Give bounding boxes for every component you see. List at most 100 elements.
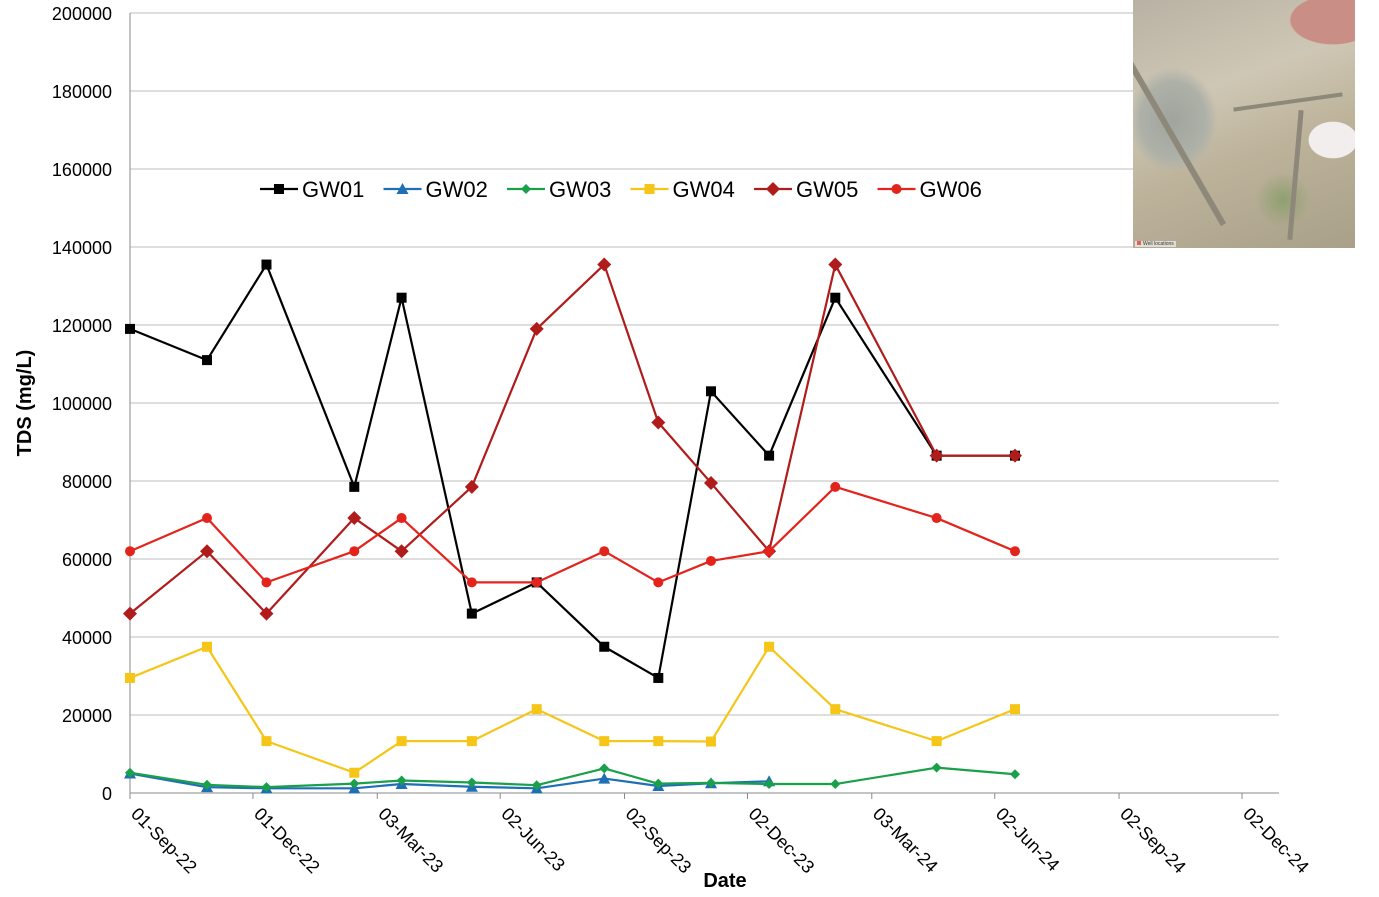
legend-label: GW04 [673, 177, 735, 202]
data-point [653, 577, 664, 588]
y-tick-label: 160000 [52, 160, 112, 180]
data-point [349, 778, 360, 789]
data-point [466, 777, 477, 788]
y-tick-label: 100000 [52, 394, 112, 414]
data-point [830, 292, 841, 303]
legend-item-gw01: GW01 [260, 177, 364, 202]
data-point [705, 555, 716, 566]
data-point [830, 704, 841, 715]
data-point [466, 736, 477, 747]
x-tick-label: 02-Dec-24 [1239, 804, 1313, 878]
data-point [651, 415, 666, 430]
data-point [931, 736, 942, 747]
data-point [764, 641, 775, 652]
data-point [705, 736, 716, 747]
y-tick-label: 60000 [62, 550, 112, 570]
x-tick-label: 01-Dec-22 [250, 804, 324, 878]
data-point [394, 544, 409, 559]
y-axis: 0 20000 40000 60000 80000 100000 120000 140000 1… [52, 4, 131, 804]
legend-label: GW02 [426, 177, 488, 202]
data-point [125, 672, 135, 683]
data-point [200, 544, 215, 559]
legend-swatch-marker [644, 184, 655, 194]
data-point [347, 511, 362, 526]
data-point [261, 782, 272, 793]
data-point [653, 778, 664, 789]
series-gw06 [125, 481, 1021, 588]
data-point [598, 772, 611, 784]
data-point [202, 513, 213, 524]
x-tick-label: 02-Sep-24 [1116, 804, 1190, 878]
data-point [466, 608, 477, 619]
legend-swatch-marker [274, 184, 284, 194]
legend-swatch-marker [521, 184, 531, 194]
data-point [599, 763, 610, 774]
data-point [261, 259, 272, 270]
data-point [599, 736, 610, 747]
x-tick-label: 02-Jun-23 [497, 804, 568, 875]
data-point [531, 577, 542, 588]
map-legend: Well locations [1135, 241, 1176, 247]
map-road [1233, 92, 1343, 112]
data-point [349, 767, 360, 778]
data-point [653, 672, 664, 683]
data-point [830, 481, 841, 492]
series-gw01 [125, 259, 1021, 683]
data-point [531, 704, 542, 715]
data-point [464, 479, 479, 494]
legend-item-gw04: GW04 [630, 177, 735, 202]
data-point [529, 321, 544, 336]
data-point [599, 641, 610, 652]
y-tick-label: 20000 [62, 706, 112, 726]
data-point [703, 475, 718, 490]
data-point [931, 513, 942, 524]
y-tick-label: 80000 [62, 472, 112, 492]
series-gw02 [124, 767, 776, 794]
data-point [828, 257, 843, 272]
x-tick-label: 03-Mar-24 [869, 804, 942, 877]
grid-lines [130, 12, 1279, 716]
series-line [129, 645, 1016, 774]
x-tick-label: 03-Mar-23 [374, 804, 447, 877]
data-point [597, 257, 612, 272]
x-axis-title: Date [703, 870, 746, 892]
x-tick-label: 02-Dec-23 [745, 804, 819, 878]
data-point [705, 777, 716, 788]
x-axis: 01-Sep-22 01-Dec-22 03-Mar-23 02-Jun-23 02-S… [127, 792, 1313, 878]
data-point [125, 767, 135, 778]
map-road [1133, 23, 1227, 227]
series-line [129, 263, 1016, 680]
data-point [123, 606, 137, 621]
data-point [202, 641, 213, 652]
series-line [129, 766, 1016, 789]
data-point [349, 546, 360, 557]
legend-label: GW05 [796, 177, 858, 202]
data-point [653, 736, 664, 747]
data-point [830, 779, 841, 790]
series-line [129, 485, 1016, 584]
data-point [1010, 546, 1021, 557]
data-point [1010, 704, 1021, 715]
legend-label: GW01 [302, 177, 364, 202]
legend-item-gw02: GW02 [383, 177, 488, 202]
y-tick-label: 120000 [52, 316, 112, 336]
legend: GW01 GW02 GW03 GW04 GW05 GW06 [260, 177, 982, 202]
legend-item-gw06: GW06 [877, 177, 982, 202]
data-point [261, 736, 272, 747]
data-point [764, 450, 775, 461]
map-road [1287, 110, 1304, 240]
y-axis-title: TDS (mg/L) [14, 350, 36, 457]
data-point [1010, 769, 1021, 780]
data-point [1008, 448, 1023, 463]
y-tick-label: 200000 [52, 4, 112, 24]
y-tick-label: 40000 [62, 628, 112, 648]
x-tick-label: 02-Jun-24 [992, 804, 1063, 875]
data-point [764, 546, 775, 557]
legend-label: GW06 [920, 177, 982, 202]
data-point [396, 775, 407, 786]
data-point [929, 448, 944, 463]
series-line [129, 263, 1016, 615]
legend-swatch-marker [766, 182, 780, 196]
data-point [931, 762, 942, 773]
